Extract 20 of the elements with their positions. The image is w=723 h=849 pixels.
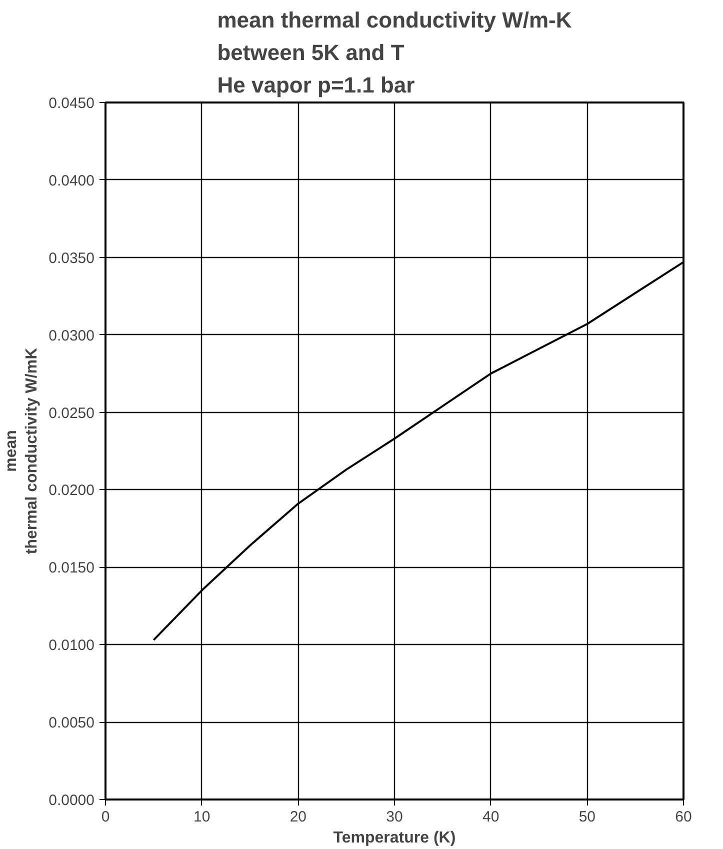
x-tick-label: 50: [578, 808, 596, 826]
chart-title: mean thermal conductivity W/m-K between 5K and T He vapor p=1.1 bar: [217, 8, 572, 98]
x-tick-label: 0: [101, 808, 110, 826]
y-tick-label: 0.0050: [48, 714, 95, 732]
y-tick-label: 0.0200: [48, 482, 95, 500]
x-axis-title: Temperature (K): [333, 830, 456, 846]
y-axis-title: mean thermal conductivity W/mK: [3, 347, 41, 554]
y-tick-label: 0.0300: [48, 327, 95, 344]
y-tick-label: 0.0350: [48, 250, 95, 267]
x-tick-label: 20: [290, 808, 307, 826]
y-tick-label: 0.0100: [48, 637, 95, 654]
y-tick-label: 0.0150: [48, 560, 95, 577]
y-tick-label: 0.0400: [48, 172, 95, 190]
x-tick-label: 40: [482, 808, 500, 826]
x-tick-label: 10: [193, 808, 210, 826]
x-tick-label: 30: [386, 808, 403, 826]
y-tick-label: 0.0450: [48, 95, 95, 112]
x-tick-label: 60: [675, 808, 692, 826]
y-tick-label: 0.0000: [48, 792, 95, 809]
y-tick-label: 0.0250: [48, 404, 95, 422]
